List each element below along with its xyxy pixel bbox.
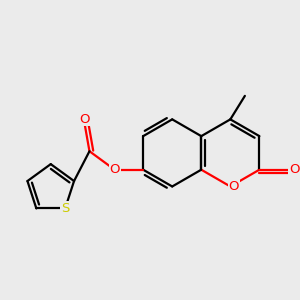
Text: O: O (79, 113, 90, 126)
Text: O: O (289, 163, 300, 176)
Text: O: O (110, 163, 120, 176)
Text: S: S (61, 202, 69, 215)
Text: O: O (229, 180, 239, 193)
